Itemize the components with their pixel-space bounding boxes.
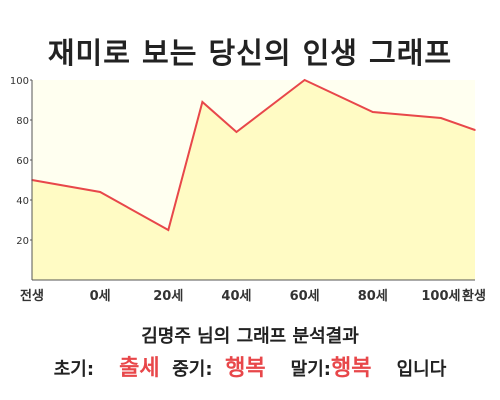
y-tick-layer: 20 40 60 80 100 (10, 76, 32, 247)
area-layer (31, 78, 476, 280)
y-tick-label: 80 (16, 116, 29, 127)
series-line (31, 78, 476, 232)
ending-text: 입니다 (396, 359, 447, 380)
data-point (99, 191, 101, 193)
y-tick-label: 100 (10, 76, 29, 87)
result-summary-line: 초기: 출세 중기: 행복 말기:행복 입니다 (0, 350, 500, 382)
x-tick-label: 80세 (358, 289, 388, 304)
data-point (371, 111, 374, 113)
data-point (167, 229, 170, 231)
late-value: 행복 (331, 356, 372, 381)
x-tick-label: 20세 (153, 289, 183, 304)
page-title: 재미로 보는 당신의 인생 그래프 (47, 36, 453, 70)
y-tick-label: 60 (16, 156, 29, 167)
data-point (201, 101, 204, 103)
x-tick-label: 0세 (90, 289, 111, 304)
mid-value: 행복 (225, 356, 266, 381)
data-point (303, 79, 306, 81)
result-name-line: 김명주 님의 그래프 분석결과 (141, 326, 359, 347)
late-label: 말기: (290, 359, 331, 380)
x-tick-label: 전생 (20, 288, 44, 304)
x-tick-label: 환생 (462, 288, 486, 304)
early-label: 초기: (53, 359, 95, 380)
area-fill (32, 80, 475, 280)
data-point (337, 95, 340, 97)
x-tick-label: 60세 (290, 289, 320, 304)
early-value: 출세 (119, 356, 160, 381)
data-point (235, 131, 238, 133)
data-point (440, 117, 442, 119)
x-tick-layer: 전생 0세 20세 40세 60세 80세 100세 환생 (20, 288, 486, 304)
x-tick-label: 100세 (421, 289, 460, 304)
data-point (474, 129, 476, 131)
y-tick-label: 20 (16, 236, 29, 247)
y-tick-label: 40 (16, 196, 29, 207)
mid-label: 중기: (172, 359, 213, 380)
x-tick-label: 40세 (221, 289, 251, 304)
